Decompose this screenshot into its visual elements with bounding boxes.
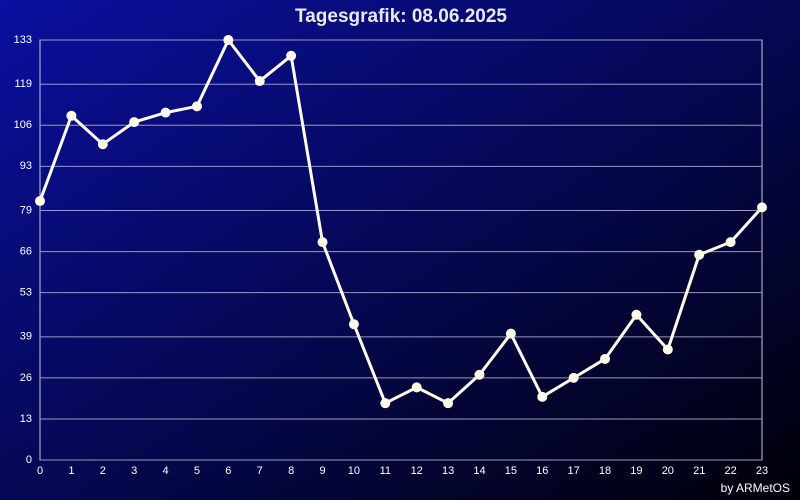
data-point: [286, 50, 297, 61]
x-tick-label: 11: [380, 465, 391, 477]
x-tick-label: 17: [568, 465, 580, 477]
y-tick-label: 26: [20, 372, 32, 384]
y-tick-label: 79: [20, 204, 32, 216]
data-point: [348, 319, 359, 330]
data-point: [662, 344, 673, 355]
x-tick-label: 6: [225, 465, 231, 477]
x-tick-label: 4: [163, 465, 169, 477]
y-tick-label: 133: [14, 34, 32, 46]
x-tick-label: 7: [257, 465, 263, 477]
x-tick-label: 20: [662, 465, 674, 477]
x-tick-label: 9: [319, 465, 325, 477]
x-tick-label: 1: [68, 465, 74, 477]
y-tick-label: 93: [20, 160, 32, 172]
y-tick-label: 106: [14, 119, 32, 131]
data-point: [474, 369, 485, 380]
y-tick-label: 39: [20, 331, 32, 343]
x-tick-label: 23: [756, 465, 768, 477]
data-point: [191, 101, 202, 112]
data-point: [694, 249, 705, 260]
data-point: [568, 372, 579, 383]
x-tick-label: 5: [194, 465, 200, 477]
x-tick-label: 0: [37, 465, 43, 477]
data-point: [66, 110, 77, 121]
data-point: [35, 196, 45, 207]
data-point: [725, 237, 736, 248]
data-point: [160, 107, 171, 118]
y-tick-label: 66: [20, 245, 32, 257]
data-point: [757, 202, 767, 213]
y-tick-label: 119: [14, 78, 32, 90]
y-tick-label: 0: [26, 454, 32, 466]
x-tick-label: 15: [505, 465, 517, 477]
x-tick-label: 13: [442, 465, 454, 477]
x-tick-label: 2: [100, 465, 106, 477]
x-tick-label: 18: [599, 465, 611, 477]
data-point: [443, 398, 454, 409]
data-line: [38, 38, 764, 405]
x-tick-label: 8: [288, 465, 294, 477]
data-point: [631, 309, 642, 320]
data-point: [223, 35, 234, 45]
x-tick-label: 3: [131, 465, 137, 477]
data-point: [317, 237, 328, 248]
footer: by ARMetOS: [721, 481, 790, 495]
data-point: [129, 117, 140, 128]
y-tick-label: 13: [20, 413, 32, 425]
data-point: [380, 398, 391, 409]
data-point: [411, 382, 422, 393]
data-point: [254, 76, 265, 87]
data-point: [537, 391, 548, 402]
x-tick-label: 19: [630, 465, 642, 477]
x-tick-label: 12: [411, 465, 423, 477]
chart-title: Tagesgrafik: 08.06.2025: [295, 6, 507, 27]
x-tick-label: 22: [724, 465, 736, 477]
y-tick-label: 53: [20, 287, 32, 299]
x-tick-label: 14: [473, 465, 485, 477]
x-tick-label: 10: [348, 465, 360, 477]
x-tick-label: 21: [693, 465, 705, 477]
x-tick-label: 16: [536, 465, 548, 477]
data-point: [600, 353, 611, 364]
data-point: [97, 139, 108, 150]
data-point: [505, 328, 516, 339]
